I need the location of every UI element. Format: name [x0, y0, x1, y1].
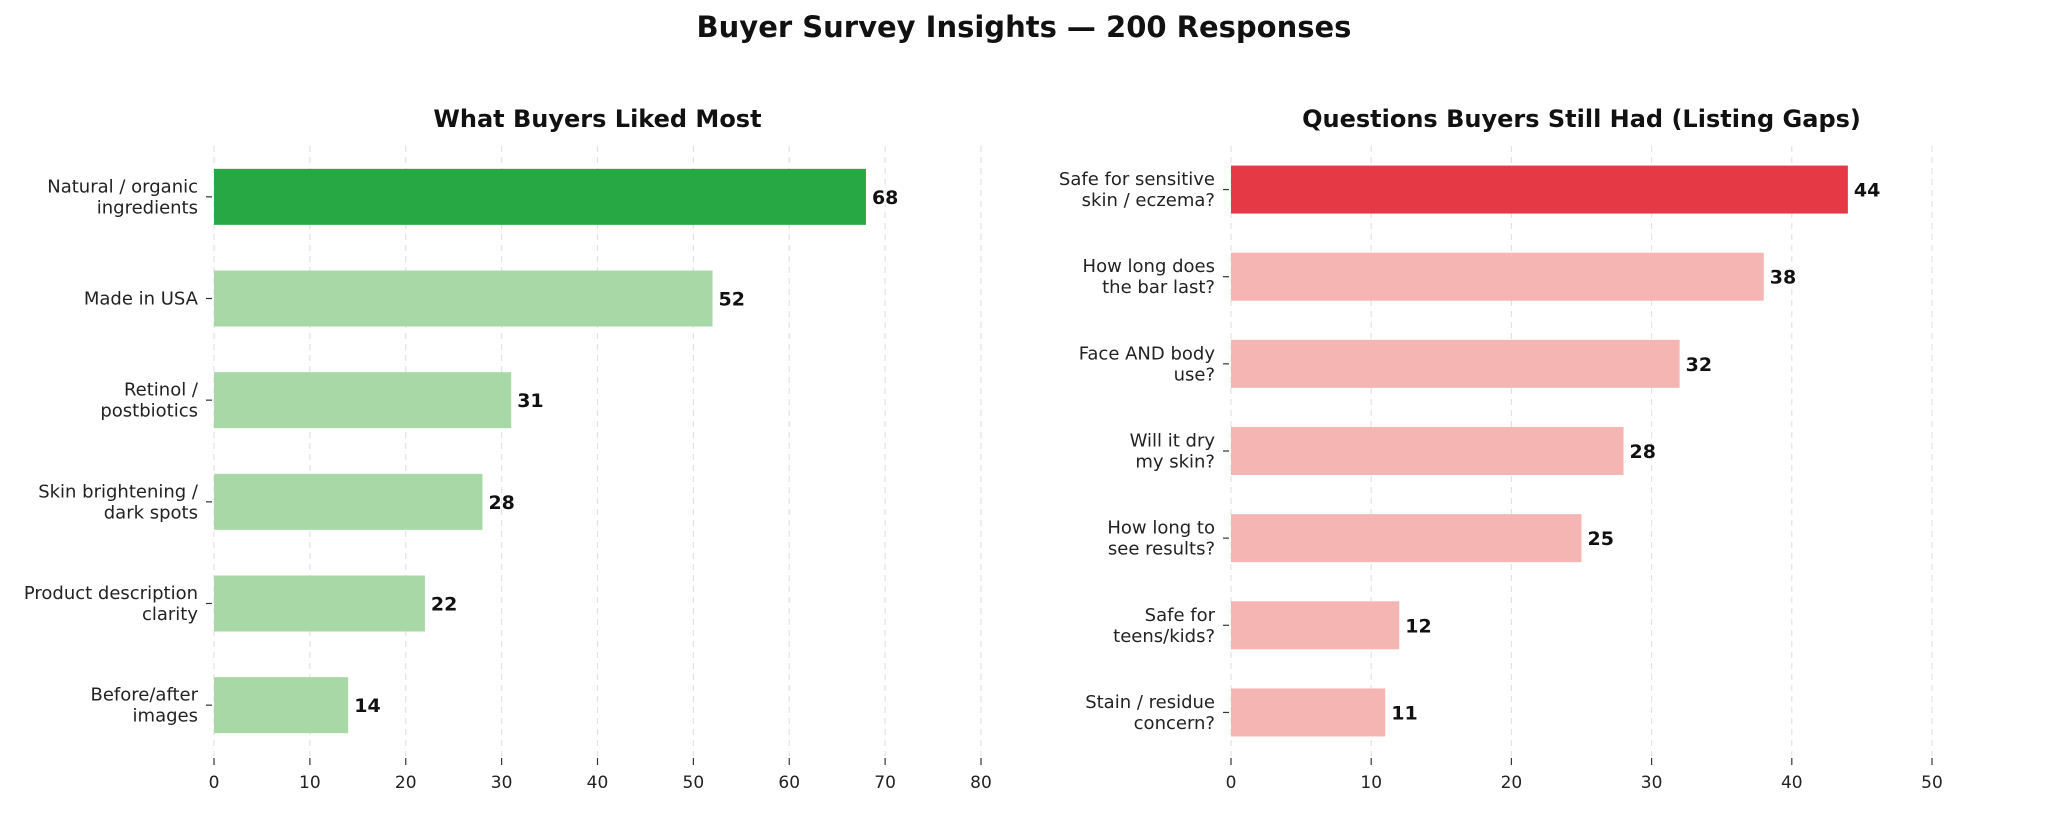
gap-bar	[1231, 427, 1624, 475]
gap-value-label: 28	[1630, 441, 1656, 463]
gap-value-label: 12	[1405, 615, 1431, 637]
page-title: Buyer Survey Insights — 200 Responses	[696, 10, 1352, 44]
gap-bar	[1231, 339, 1680, 388]
liked-x-tick-label: 60	[778, 773, 800, 793]
liked-bar	[214, 677, 349, 734]
gap-bar	[1231, 165, 1848, 214]
liked-bar	[214, 473, 483, 530]
gap-bar	[1231, 688, 1386, 737]
gap-value-label: 25	[1588, 528, 1614, 550]
liked-category-label: Product description clarity	[24, 583, 198, 625]
liked-category-label: Made in USA	[84, 289, 199, 310]
gap-x-tick-label: 30	[1641, 773, 1663, 793]
liked-x-tick-label: 30	[491, 773, 513, 793]
liked-bar	[214, 270, 713, 327]
liked-bar	[214, 372, 512, 429]
liked-x-tick-label: 10	[299, 773, 321, 793]
gap-category-label: How long does the bar last?	[1083, 256, 1215, 298]
liked-x-tick-label: 0	[209, 773, 220, 793]
gap-x-tick-label: 50	[1921, 773, 1943, 793]
liked-value-label: 14	[354, 695, 380, 717]
liked-value-label: 28	[488, 492, 514, 514]
gap-category-label: How long to see results?	[1107, 518, 1215, 560]
liked-bar	[214, 575, 425, 632]
gap-value-label: 11	[1391, 702, 1417, 724]
liked-value-label: 31	[517, 390, 543, 412]
gap-value-label: 32	[1686, 354, 1712, 376]
chart-liked-most: What Buyers Liked Most 0 10 20 30 40 50 60 70 80 N…	[24, 105, 992, 793]
liked-category-label: Natural / organic ingredients	[47, 176, 198, 218]
liked-value-label: 68	[872, 187, 898, 209]
gap-value-label: 38	[1770, 267, 1796, 289]
liked-category-label: Before/after images	[91, 685, 199, 727]
liked-x-tick-label: 70	[874, 773, 896, 793]
gap-x-tick-label: 40	[1781, 773, 1803, 793]
gap-bar	[1231, 514, 1582, 563]
gap-x-tick-label: 20	[1501, 773, 1523, 793]
gap-x-tick-label: 10	[1360, 773, 1382, 793]
liked-value-label: 22	[431, 594, 457, 616]
liked-x-tick-label: 40	[587, 773, 609, 793]
gap-bar	[1231, 601, 1400, 650]
liked-chart-title: What Buyers Liked Most	[433, 105, 761, 133]
liked-x-tick-label: 50	[683, 773, 705, 793]
gap-category-label: Face AND body use?	[1079, 343, 1216, 385]
gap-bar	[1231, 252, 1764, 301]
gap-category-label: Safe for teens/kids?	[1113, 605, 1215, 647]
gap-category-label: Safe for sensitive skin / eczema?	[1059, 169, 1215, 211]
liked-category-label: Retinol / postbiotics	[100, 380, 199, 422]
liked-bar	[214, 168, 866, 225]
liked-category-label: Skin brightening / dark spots	[38, 481, 199, 523]
liked-x-tick-label: 80	[970, 773, 992, 793]
gap-category-label: Will it dry my skin?	[1130, 431, 1216, 473]
liked-value-label: 52	[719, 289, 745, 311]
liked-x-tick-label: 20	[395, 773, 417, 793]
chart-listing-gaps: Questions Buyers Still Had (Listing Gaps…	[1059, 105, 1943, 793]
gap-x-tick-label: 0	[1226, 773, 1237, 793]
gap-chart-title: Questions Buyers Still Had (Listing Gaps…	[1302, 105, 1861, 133]
gap-value-label: 44	[1854, 180, 1880, 202]
gap-category-label: Stain / residue concern?	[1085, 692, 1215, 734]
